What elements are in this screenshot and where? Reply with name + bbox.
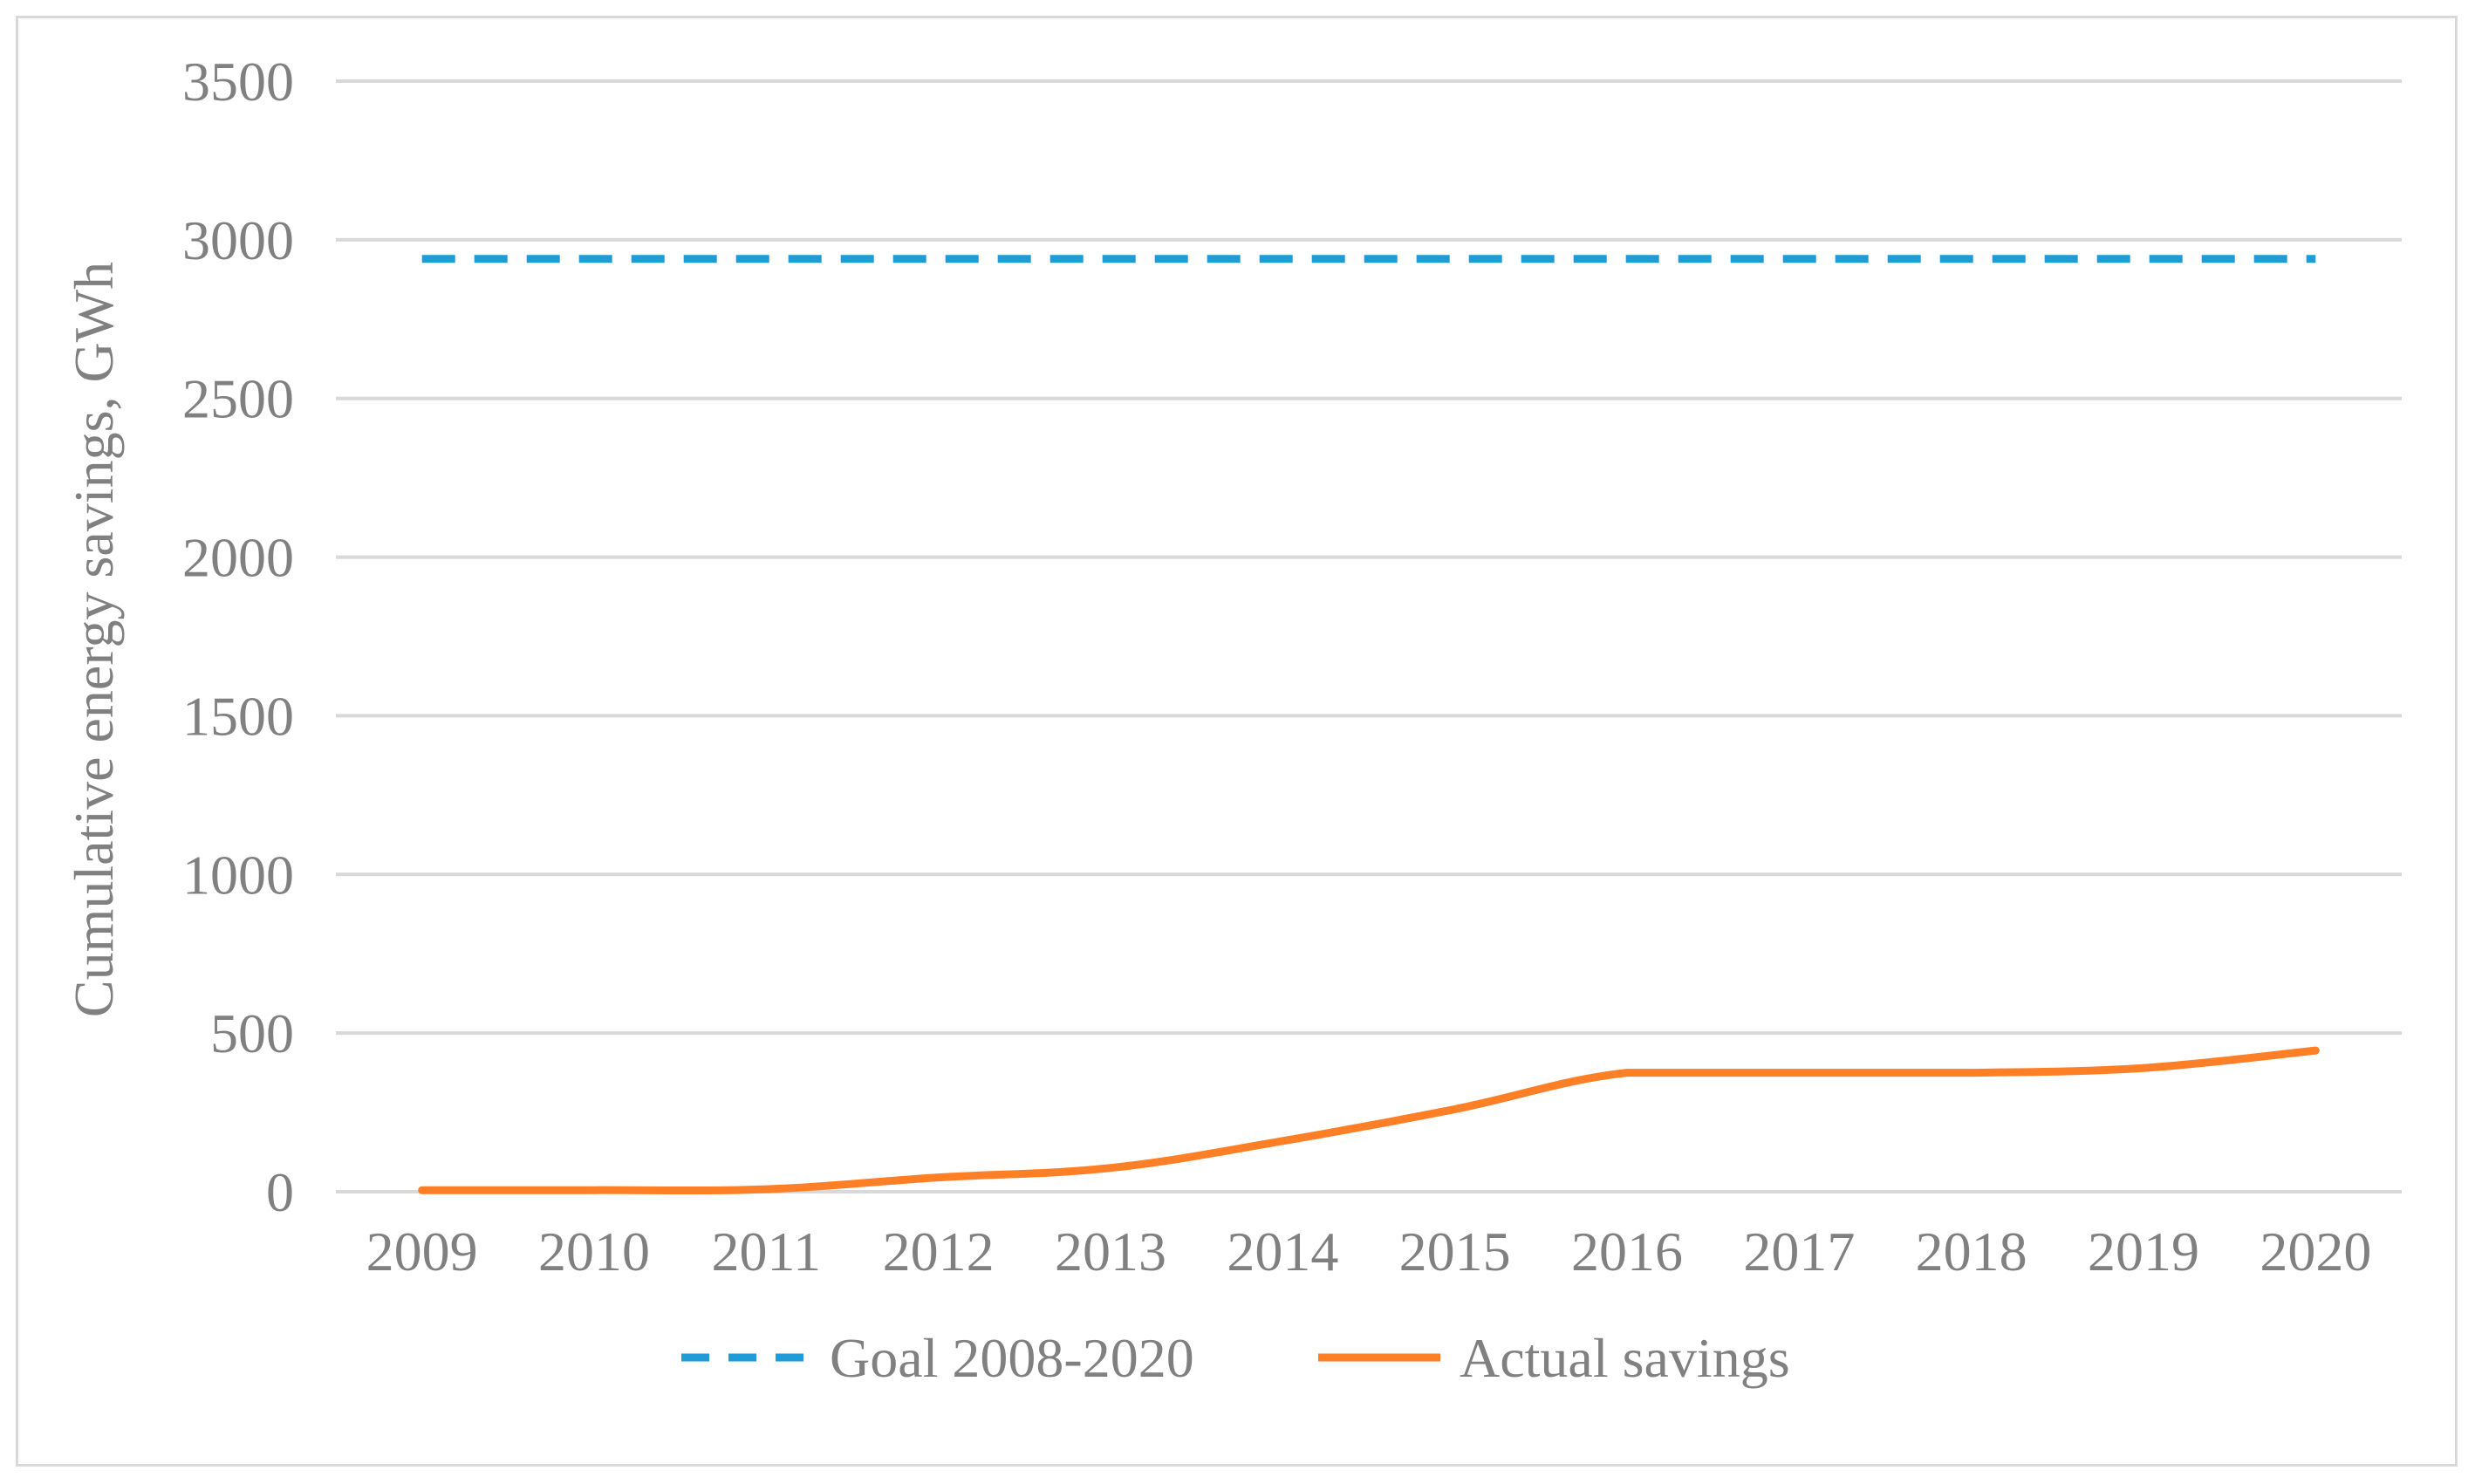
x-tick-label: 2017 — [1743, 1221, 1855, 1282]
chart-frame: 0 500 1000 1500 2000 2500 3000 3500 2009 2010 201… — [16, 16, 2458, 1467]
y-tick-label: 0 — [266, 1161, 294, 1223]
x-tick-label: 2016 — [1571, 1221, 1683, 1282]
legend-item-actual: Actual savings — [1318, 1327, 1790, 1389]
y-tick-label: 2000 — [182, 527, 294, 589]
x-tick-label: 2019 — [2088, 1221, 2199, 1282]
legend-label: Goal 2008-2020 — [830, 1327, 1194, 1389]
series-lines — [418, 255, 2320, 1195]
x-tick-label: 2018 — [1916, 1221, 2027, 1282]
energy-savings-line-chart: 0 500 1000 1500 2000 2500 3000 3500 2009 2010 201… — [63, 51, 2402, 1389]
y-axis-title: Cumulative energy savings, GWh — [63, 262, 125, 1017]
y-tick-label: 3500 — [182, 51, 294, 113]
x-tick-label: 2014 — [1227, 1221, 1338, 1282]
y-tick-label: 1000 — [182, 844, 294, 906]
x-tick-label: 2011 — [712, 1221, 822, 1282]
x-tick-label: 2012 — [883, 1221, 995, 1282]
x-tick-label: 2020 — [2260, 1221, 2371, 1282]
legend-item-goal: Goal 2008-2020 — [681, 1327, 1194, 1389]
x-axis-ticks: 2009 2010 2011 2012 2013 2014 2015 2016 2017 2018… — [366, 1221, 2372, 1282]
y-tick-label: 3000 — [182, 209, 294, 271]
legend: Goal 2008-2020 Actual savings — [681, 1327, 1790, 1389]
x-tick-label: 2010 — [538, 1221, 650, 1282]
y-tick-label: 500 — [210, 1002, 294, 1064]
legend-label: Actual savings — [1460, 1327, 1790, 1389]
x-tick-label: 2009 — [366, 1221, 478, 1282]
y-tick-label: 2500 — [182, 368, 294, 430]
series-line-actual — [418, 1046, 2320, 1195]
y-tick-label: 1500 — [182, 685, 294, 747]
x-tick-label: 2015 — [1399, 1221, 1511, 1282]
gridlines — [336, 79, 2402, 1193]
x-tick-label: 2013 — [1055, 1221, 1166, 1282]
y-axis-ticks: 0 500 1000 1500 2000 2500 3000 3500 — [182, 51, 294, 1223]
